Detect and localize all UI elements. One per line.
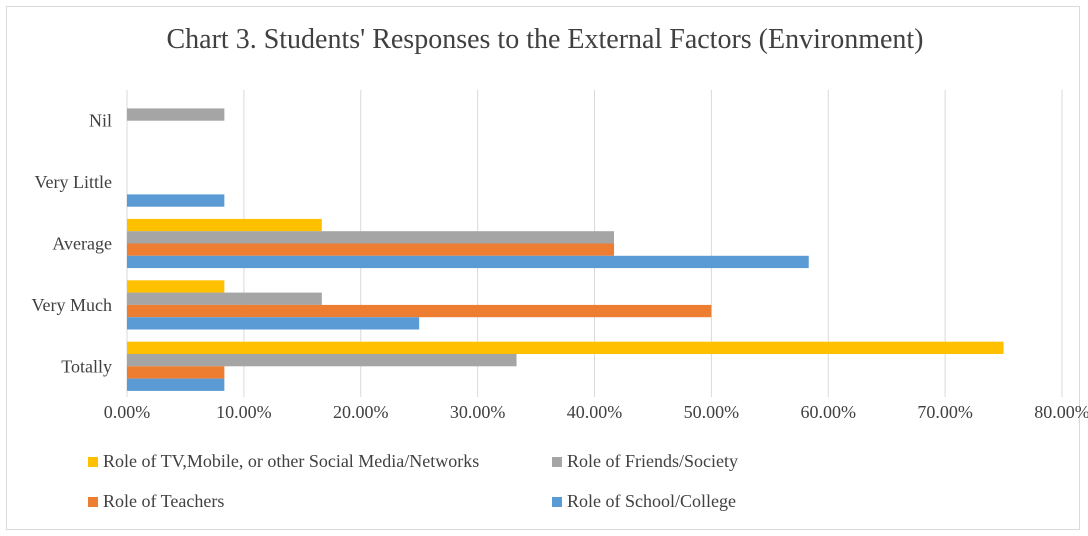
x-tick-label: 30.00% (450, 402, 506, 422)
bar (127, 354, 517, 367)
chart-title: Chart 3. Students' Responses to the Exte… (166, 24, 924, 55)
bar (127, 218, 322, 232)
bar (127, 280, 225, 293)
bar (127, 304, 712, 318)
bar (127, 317, 420, 330)
x-tick-label: 70.00% (917, 402, 973, 422)
bar (127, 108, 225, 121)
x-tick-label: 10.00% (216, 402, 272, 422)
legend-swatch (552, 456, 562, 467)
legend-swatch (88, 456, 98, 467)
bar (127, 194, 225, 207)
bar (127, 378, 225, 391)
legend-swatch (552, 496, 562, 507)
x-tick-label: 20.00% (333, 402, 389, 422)
legend-label: Role of Friends/Society (567, 451, 738, 471)
legend-label: Role of TV,Mobile, or other Social Media… (103, 451, 480, 471)
bar (127, 366, 225, 379)
y-category-label: Totally (61, 356, 112, 376)
legend-label: Role of School/College (567, 491, 736, 511)
legend-item: Role of Friends/Society (552, 451, 738, 472)
y-category-label: Average (52, 234, 112, 254)
x-tick-label: 50.00% (684, 402, 740, 422)
bar (127, 292, 322, 305)
bar (127, 255, 809, 269)
x-tick-label: 0.00% (104, 402, 151, 422)
legend-swatch (88, 496, 98, 507)
y-category-label: Very Little (35, 172, 112, 192)
y-category-label: Nil (89, 111, 112, 131)
x-tick-label: 80.00% (1034, 402, 1088, 422)
x-tick-label: 40.00% (567, 402, 623, 422)
bar (127, 231, 615, 244)
bar (127, 243, 615, 256)
legend-item: Role of Teachers (88, 491, 224, 512)
legend-item: Role of TV,Mobile, or other Social Media… (88, 451, 479, 472)
bar (127, 341, 1004, 354)
x-tick-label: 60.00% (801, 402, 857, 422)
legend-label: Role of Teachers (103, 491, 225, 511)
legend-item: Role of School/College (552, 491, 736, 512)
y-category-label: Very Much (32, 295, 112, 315)
